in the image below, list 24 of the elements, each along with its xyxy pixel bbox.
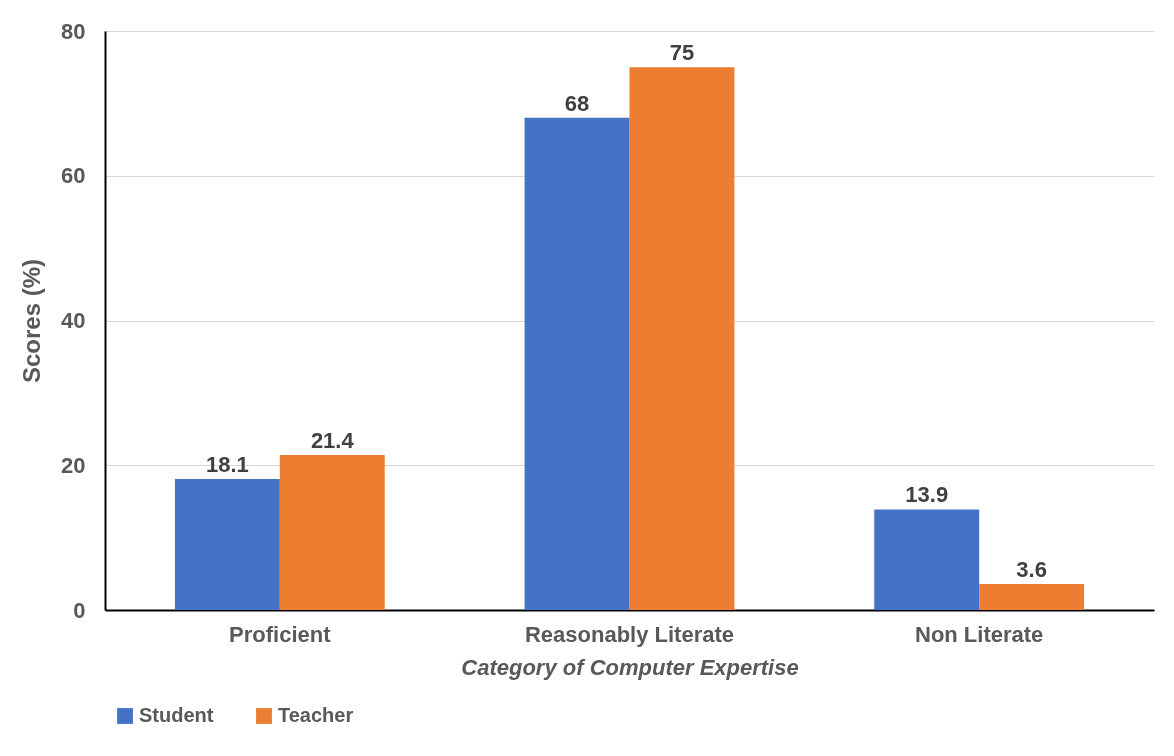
y-axis-title: Scores (%) [18, 258, 46, 384]
y-tick-label: 80 [61, 18, 86, 44]
bar [874, 509, 980, 610]
bar [524, 117, 630, 610]
data-label: 3.6 [1016, 556, 1047, 582]
data-label: 18.1 [205, 452, 249, 477]
y-tick-label: 60 [61, 163, 86, 189]
y-tick-label: 0 [73, 597, 86, 623]
data-label: 21.4 [310, 428, 355, 454]
legend-label: Teacher [278, 704, 354, 726]
x-axis-title: Category of Computer Expertise [461, 654, 799, 680]
bar [279, 455, 385, 610]
x-tick-label: Non Literate [914, 621, 1044, 647]
data-label: 68 [564, 90, 590, 116]
data-label: 75 [669, 40, 695, 66]
x-tick-label: Proficient [229, 621, 332, 647]
bar [979, 583, 1085, 610]
y-tick-label: 20 [61, 452, 86, 478]
y-tick-label: 40 [61, 308, 86, 333]
data-label: 13.9 [905, 482, 949, 508]
legend-label: Student [139, 704, 214, 726]
bar [629, 67, 735, 610]
bar [174, 479, 280, 610]
x-tick-label: Reasonably Literate [524, 621, 735, 647]
